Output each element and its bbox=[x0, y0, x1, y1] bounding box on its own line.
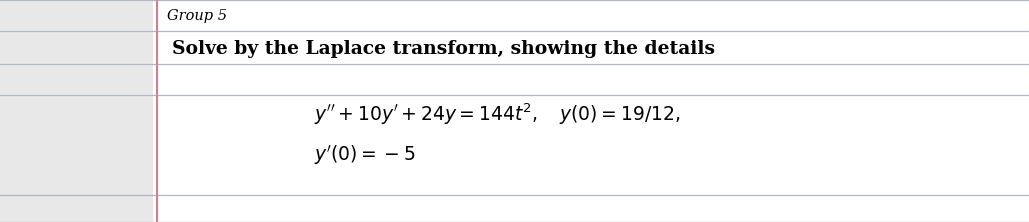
Text: $y'' + 10y' + 24y = 144t^2, \quad y(0) = 19/12,$: $y'' + 10y' + 24y = 144t^2, \quad y(0) =… bbox=[314, 102, 680, 127]
Text: $y'(0) = -5$: $y'(0) = -5$ bbox=[314, 143, 416, 167]
Text: Solve by the Laplace transform, showing the details: Solve by the Laplace transform, showing … bbox=[172, 40, 715, 58]
Text: Group 5: Group 5 bbox=[167, 8, 226, 23]
